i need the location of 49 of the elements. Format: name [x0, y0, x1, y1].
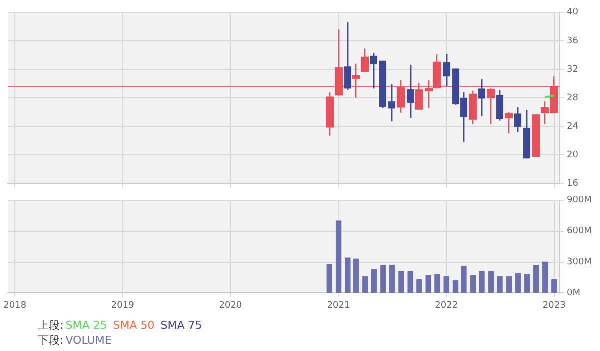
bar — [371, 269, 378, 294]
y-tick-label: 40 — [567, 8, 579, 18]
bar — [534, 265, 540, 294]
y-tick-label: 900M — [567, 196, 592, 206]
legend-label: SMA 75 — [160, 319, 202, 332]
y-tick-label: 32 — [567, 64, 578, 75]
bar — [362, 276, 368, 294]
x-tick-label: 2022 — [435, 300, 458, 311]
bar — [516, 273, 522, 294]
bar — [524, 274, 530, 294]
bar — [444, 276, 450, 294]
bar — [470, 275, 476, 294]
bar — [416, 279, 422, 294]
x-tick-label: 2021 — [327, 300, 350, 311]
y-tick-label: 300M — [567, 258, 592, 268]
bar — [345, 258, 351, 294]
x-tick-label: 2020 — [219, 300, 242, 311]
bar — [506, 276, 512, 294]
bar — [408, 271, 414, 294]
text: VOLUME — [66, 334, 112, 347]
x-tick-label: 2019 — [111, 300, 135, 311]
y-tick-label: 24 — [567, 122, 579, 132]
bar — [479, 271, 485, 294]
bar — [326, 264, 332, 294]
x-tick-label: 2023 — [542, 300, 566, 311]
bar — [497, 276, 503, 294]
bar — [426, 275, 432, 294]
y-tick-label: 36 — [567, 36, 579, 46]
text: SMA 25 — [66, 319, 108, 332]
y-tick-label: 600M — [567, 226, 592, 237]
bar — [389, 265, 396, 294]
bar — [434, 274, 440, 294]
bar — [461, 266, 467, 294]
bar — [452, 280, 459, 294]
bar — [488, 271, 494, 294]
bar — [336, 220, 342, 294]
bar — [353, 258, 360, 294]
bar — [380, 265, 386, 294]
y-tick-label: 20 — [567, 150, 579, 160]
y-tick-label: 0M — [567, 288, 580, 299]
bar — [552, 279, 558, 294]
legend-label: SMA 50 — [113, 319, 155, 332]
legend-title: 上段: — [38, 319, 64, 332]
bar — [542, 262, 548, 294]
legend-title: 下段: — [38, 334, 64, 347]
y-tick-label: 28 — [567, 93, 579, 104]
x-tick-label: 2018 — [4, 300, 27, 311]
y-tick-label: 16 — [567, 178, 579, 189]
bar — [398, 271, 404, 294]
